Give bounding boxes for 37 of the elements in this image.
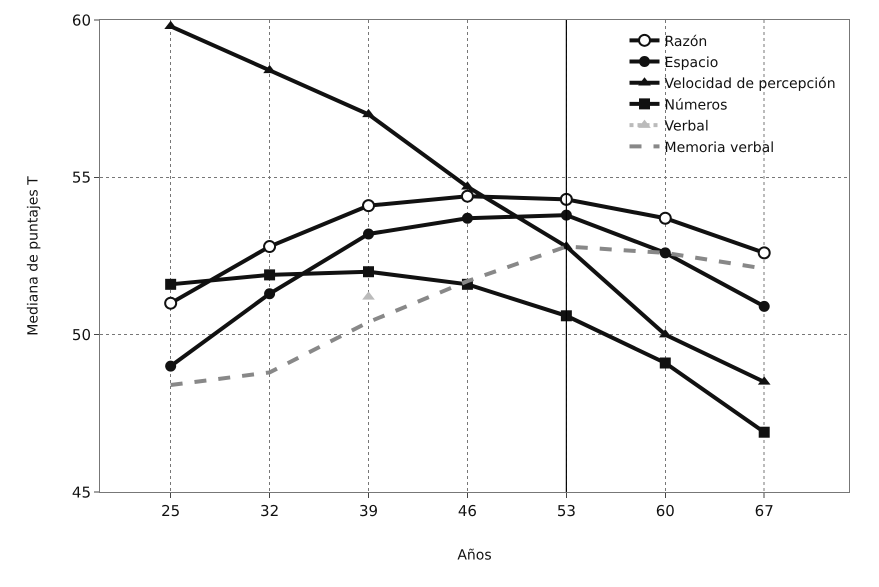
legend-label: Velocidad de percepción — [664, 76, 836, 92]
x-tick-label: 32 — [260, 502, 280, 520]
y-tick-label: 45 — [72, 483, 91, 502]
x-tick-label: 53 — [556, 502, 576, 520]
y-axis-title: Mediana de puntajes T — [26, 176, 42, 336]
point — [758, 300, 770, 312]
point — [560, 310, 572, 322]
y-tick-label: 60 — [72, 11, 91, 30]
legend-label: Espacio — [664, 54, 718, 71]
point — [660, 357, 671, 368]
legend-label: Razón — [664, 34, 708, 50]
point — [164, 296, 178, 310]
point — [165, 278, 176, 290]
point — [363, 228, 374, 240]
x-tick-label: 67 — [754, 502, 774, 520]
point — [165, 360, 176, 372]
point — [658, 212, 672, 225]
x-axis-title: Años — [457, 547, 492, 564]
y-tick-label: 50 — [72, 326, 91, 344]
point — [758, 426, 770, 438]
point — [264, 288, 276, 300]
point — [462, 212, 473, 224]
x-tick-label: 39 — [358, 502, 378, 520]
point — [264, 269, 276, 280]
point — [460, 190, 474, 203]
legend-label: Verbal — [664, 118, 709, 135]
x-tick-label: 60 — [656, 502, 675, 520]
x-tick-label: 25 — [161, 502, 180, 520]
point — [263, 240, 276, 254]
y-tick-label: 55 — [72, 168, 91, 187]
point — [362, 199, 376, 212]
x-tick-label: 46 — [458, 502, 477, 520]
legend-label: Memoria verbal — [664, 140, 774, 156]
point — [660, 247, 671, 258]
legend-label: Números — [664, 97, 728, 114]
point — [758, 246, 771, 260]
point — [363, 266, 374, 278]
